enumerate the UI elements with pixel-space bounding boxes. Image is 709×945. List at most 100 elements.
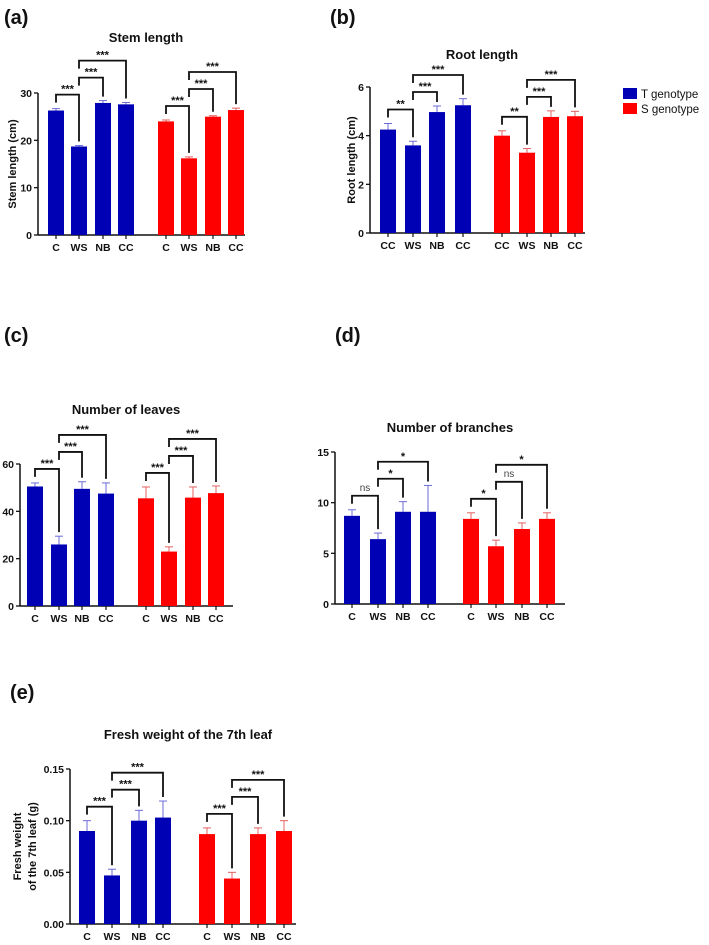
x-tick-label: NB xyxy=(514,611,530,623)
x-tick-label: NB xyxy=(185,613,201,625)
significance-bracket xyxy=(495,463,548,509)
bar-T-ws xyxy=(370,539,386,604)
bar-S-cc xyxy=(567,116,583,233)
significance-label: *** xyxy=(545,69,559,81)
bar-S-ws xyxy=(488,546,504,604)
bar-S-ws xyxy=(181,158,197,235)
x-tick-label: WS xyxy=(519,240,536,252)
significance-label: *** xyxy=(76,424,90,436)
panel-label: (e) xyxy=(10,682,34,704)
x-tick-label: CC xyxy=(539,611,555,623)
bar-S-nb xyxy=(205,116,221,235)
significance-label: *** xyxy=(64,441,78,453)
y-tick-label: 20 xyxy=(2,554,14,566)
x-tick-label: CC xyxy=(98,613,114,625)
significance-bracket xyxy=(377,460,429,482)
significance-label: *** xyxy=(186,428,200,440)
significance-bracket xyxy=(78,76,104,97)
bar-T-c xyxy=(344,515,360,604)
significance-label: * xyxy=(519,454,524,466)
y-tick-label: 60 xyxy=(2,459,14,471)
x-tick-label: C xyxy=(83,931,91,943)
x-tick-label: C xyxy=(162,242,170,254)
bar-T-nb xyxy=(429,112,445,233)
x-tick-label: WS xyxy=(488,611,505,623)
significance-bracket xyxy=(34,468,60,533)
chart-title: Stem length xyxy=(109,30,183,45)
significance-label: *** xyxy=(96,50,110,62)
legend-label: S genotype xyxy=(641,104,699,116)
significance-bracket xyxy=(58,434,107,479)
significance-bracket xyxy=(78,59,127,99)
bar-T-cc xyxy=(98,493,114,606)
y-axis-label: Stem length (cm) xyxy=(7,119,19,209)
significance-label: *** xyxy=(239,786,253,798)
significance-bracket xyxy=(145,472,170,543)
significance-bracket xyxy=(470,497,497,537)
y-tick-label: 15 xyxy=(317,447,329,459)
significance-bracket xyxy=(168,438,217,483)
significance-bracket xyxy=(412,74,464,95)
bar-S-c xyxy=(138,498,154,606)
x-tick-label: CC xyxy=(380,240,396,252)
y-tick-label: 5 xyxy=(323,548,329,560)
significance-bracket xyxy=(231,779,285,817)
bar-S-ws xyxy=(519,152,535,233)
panel-label: (a) xyxy=(4,7,28,29)
significance-label: *** xyxy=(119,779,133,791)
significance-label: *** xyxy=(419,81,433,93)
x-tick-label: NB xyxy=(429,240,445,252)
y-tick-label: 0 xyxy=(358,228,364,240)
legend-swatch-T xyxy=(623,88,637,99)
x-tick-label: NB xyxy=(74,613,90,625)
significance-bracket xyxy=(206,813,233,869)
bar-T-c xyxy=(27,486,43,606)
x-tick-label: WS xyxy=(104,931,121,943)
x-tick-label: NB xyxy=(131,931,147,943)
x-tick-label: NB xyxy=(395,611,411,623)
x-tick-label: CC xyxy=(494,240,510,252)
significance-bracket xyxy=(188,88,214,112)
significance-label: ns xyxy=(360,483,371,494)
bar-T-nb xyxy=(95,102,111,235)
bar-T-cc xyxy=(155,817,171,924)
x-tick-label: C xyxy=(467,611,475,623)
significance-bracket xyxy=(165,105,190,153)
x-tick-label: CC xyxy=(455,240,471,252)
bar-T-nb xyxy=(74,488,90,606)
x-tick-label: NB xyxy=(205,242,221,254)
significance-bracket xyxy=(495,480,523,519)
x-tick-label: WS xyxy=(71,242,88,254)
significance-label: * xyxy=(388,468,393,480)
bar-T-ws xyxy=(71,146,87,235)
bar-T-cc xyxy=(380,129,396,233)
panel-label: (d) xyxy=(335,325,361,347)
bar-T-cc xyxy=(118,104,134,235)
bar-S-nb xyxy=(543,116,559,233)
bar-T-cc xyxy=(420,511,436,604)
significance-bracket xyxy=(526,78,576,108)
significance-label: * xyxy=(401,451,406,463)
bar-T-ws xyxy=(104,875,120,924)
significance-bracket xyxy=(526,95,552,107)
bar-T-ws xyxy=(51,544,67,606)
bar-T-cc xyxy=(455,105,471,233)
y-axis-label: Fresh weight xyxy=(12,812,24,880)
bar-S-nb xyxy=(250,834,266,924)
bar-S-cc xyxy=(208,493,224,606)
significance-label: *** xyxy=(171,95,185,107)
significance-label: *** xyxy=(175,445,189,457)
chart-panel-a: (a) Stem length Stem length (cm) 0 10 20 30 C WS… xyxy=(4,7,245,254)
y-axis-label: Root length (cm) xyxy=(346,116,358,204)
x-tick-label: WS xyxy=(224,931,241,943)
bar-S-c xyxy=(463,518,479,604)
significance-label: ns xyxy=(504,469,515,480)
significance-bracket xyxy=(387,108,414,138)
chart-panel-b: (b) Root length Root length (cm) 0 2 4 6 CC WS NB… xyxy=(330,7,699,252)
x-tick-label: CC xyxy=(228,242,244,254)
bar-S-cc xyxy=(494,135,510,233)
panel-label: (c) xyxy=(4,325,28,347)
